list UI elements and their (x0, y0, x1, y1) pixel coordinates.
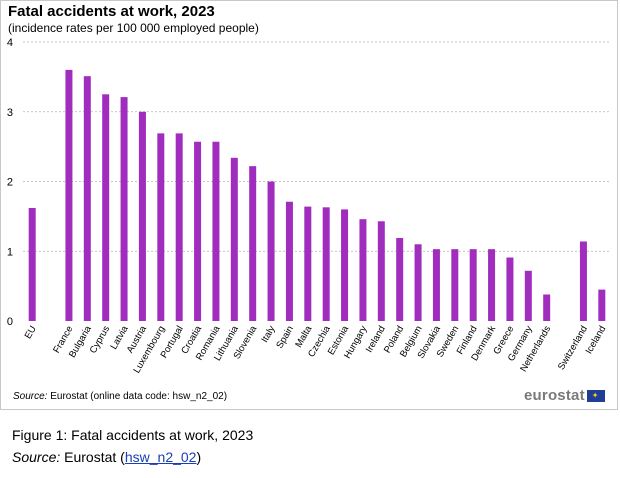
bar-italy (267, 181, 275, 321)
y-tick-label: 0 (7, 316, 13, 328)
y-tick-label: 4 (7, 37, 13, 49)
bar-estonia (341, 209, 349, 321)
bar-hungary (359, 219, 367, 321)
bar-france (65, 69, 73, 322)
eurostat-logo: eurostat ✦ (524, 387, 605, 404)
bar-germany (524, 270, 532, 321)
bar-slovakia (432, 249, 440, 321)
bar-slovenia (249, 166, 257, 321)
bar-latvia (120, 97, 128, 321)
chart-subtitle: (incidence rates per 100 000 employed pe… (8, 21, 259, 35)
y-tick-label: 2 (7, 177, 13, 189)
y-tick-label: 1 (7, 246, 13, 258)
bar-iceland (598, 289, 606, 321)
bar-luxembourg (157, 133, 165, 321)
bar-portugal (175, 133, 183, 321)
bar-croatia (194, 141, 202, 321)
bar-ireland (377, 221, 385, 321)
bar-switzerland (579, 241, 587, 321)
bar-romania (212, 141, 220, 321)
bar-sweden (451, 249, 459, 321)
chart-frame: Fatal accidents at work, 2023 (incidence… (0, 0, 618, 410)
source-label: Source: (13, 391, 48, 402)
chart-title: Fatal accidents at work, 2023 (8, 3, 215, 20)
logo-text: eurostat (524, 387, 585, 404)
x-tick-label: Italy (259, 324, 277, 345)
bar-denmark (488, 249, 496, 321)
bar-cyprus (102, 94, 110, 321)
source-note: Source: Eurostat (online data code: hsw_… (13, 391, 227, 402)
source-link[interactable]: hsw_n2_02 (124, 449, 197, 465)
bar-finland (469, 249, 477, 321)
figure-caption: Figure 1: Fatal accidents at work, 2023 (12, 427, 254, 443)
bar-netherlands (543, 294, 551, 321)
caption-source-label: Source: (12, 449, 61, 465)
figure-source: Source: Eurostat (hsw_n2_02) (12, 449, 202, 465)
x-tick-label: EU (23, 324, 39, 341)
bar-greece (506, 257, 514, 321)
bar-poland (396, 237, 404, 321)
bar-belgium (414, 244, 422, 321)
bar-malta (304, 206, 312, 321)
eu-flag-icon: ✦ (586, 389, 605, 402)
y-tick-label: 3 (7, 107, 13, 119)
bar-czechia (322, 207, 330, 321)
bar-eu (28, 208, 36, 321)
bar-austria (138, 111, 146, 321)
source-text: Eurostat (online data code: hsw_n2_02) (50, 391, 228, 402)
x-tick-label: Spain (274, 324, 296, 351)
caption-source-text: Eurostat (64, 449, 117, 465)
bar-spain (285, 201, 293, 321)
bar-bulgaria (83, 76, 91, 322)
bar-lithuania (230, 157, 238, 321)
